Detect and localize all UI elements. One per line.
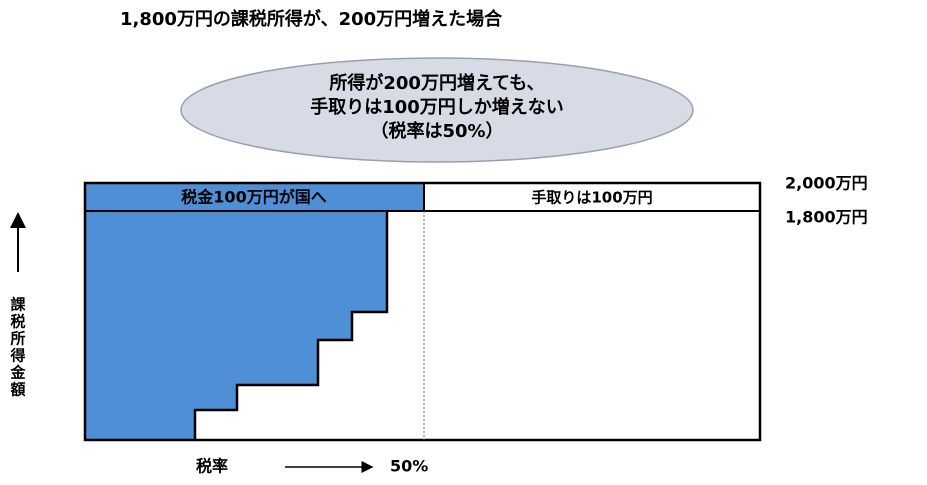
tax-band [85,183,424,211]
level-label: 1,800万円 [785,208,868,227]
y-axis-char: 金 [9,364,26,382]
level-label: 2,000万円 [785,174,868,193]
y-axis-char: 課 [10,296,26,314]
x-axis-end: 50% [390,457,428,476]
y-axis-char: 額 [9,381,25,399]
y-axis-char: 得 [9,347,25,365]
staircase-outline [193,211,389,440]
y-axis-char: 税 [10,313,25,331]
takehome-label: 手取りは100万円 [531,189,652,207]
callout-bubble [180,57,694,163]
tax-label: 税金100万円が国へ [181,188,326,207]
callout-line: 手取りは100万円しか増えない [310,96,564,118]
y-axis-char: 所 [10,330,25,348]
callout-line: （税率は50%） [370,120,503,142]
callout-line: 所得が200万円増えても、 [329,72,544,94]
x-axis-label: 税率 [196,457,228,476]
title: 1,800万円の課税所得が、200万円増えた場合 [120,8,503,30]
frame [83,181,762,442]
tax-staircase [85,211,387,440]
